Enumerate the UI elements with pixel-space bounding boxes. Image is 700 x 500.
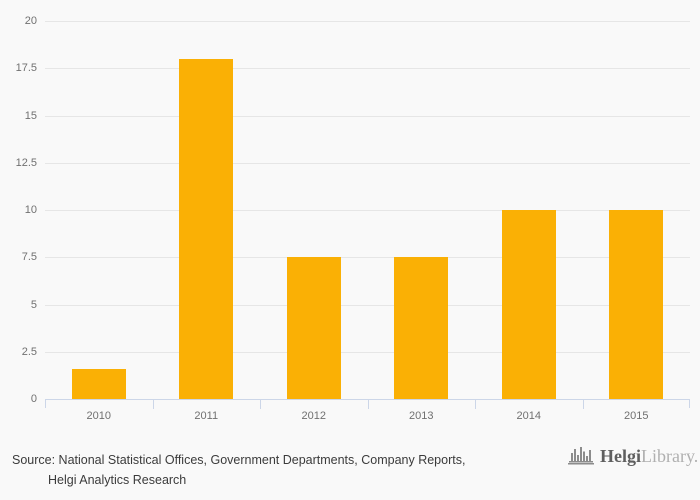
source-line-2: Helgi Analytics Research	[48, 473, 187, 487]
gridline	[45, 257, 690, 259]
x-axis-end-cap	[689, 399, 690, 408]
y-axis-tick-label: 5	[30, 298, 37, 311]
bar[interactable]	[609, 210, 664, 399]
logo-wordmark: HelgiLibrary.	[600, 446, 698, 466]
y-axis-tick-label: 12.5	[15, 156, 37, 169]
bar[interactable]	[71, 368, 126, 399]
x-axis-tick	[260, 400, 261, 409]
y-axis-tick-label: 10	[24, 204, 37, 216]
x-axis-line	[45, 399, 690, 400]
y-axis-tick-label: 0	[30, 393, 37, 405]
source-line-1: Source: National Statistical Offices, Go…	[12, 453, 466, 467]
bar[interactable]	[179, 58, 234, 399]
chart-footer: Source: National Statistical Offices, Go…	[0, 440, 700, 500]
gridline	[45, 115, 690, 117]
gridline	[45, 68, 690, 70]
y-axis-tick-label: 15	[24, 109, 37, 122]
x-axis-tick	[367, 400, 369, 409]
y-axis-tick-label: 7.5	[21, 251, 37, 264]
gridline	[45, 304, 690, 306]
x-axis-tick-label: 2012	[301, 410, 326, 422]
x-axis-tick	[582, 400, 584, 409]
source-note: Source: National Statistical Offices, Go…	[12, 450, 552, 490]
gridline	[45, 351, 690, 353]
gridline	[45, 21, 690, 22]
y-axis-tick-label: 20	[24, 15, 37, 27]
gridline	[45, 210, 690, 211]
x-axis-tick-label: 2010	[86, 410, 111, 422]
helgi-library-logo[interactable]: HelgiLibrary.	[568, 446, 698, 466]
logo-brand-primary: Helgi	[600, 446, 641, 466]
x-axis-tick-label: 2011	[194, 410, 219, 422]
x-axis-tick-label: 2014	[516, 410, 541, 422]
bar[interactable]	[394, 257, 449, 399]
bar[interactable]	[286, 257, 341, 399]
y-axis-tick-label: 17.5	[15, 62, 37, 75]
gridline	[45, 162, 690, 164]
x-axis-tick	[475, 400, 476, 409]
x-axis-tick	[152, 400, 154, 409]
bar-chart-building-icon	[568, 447, 594, 465]
plot-area	[45, 21, 690, 399]
x-axis-tick-label: 2015	[624, 410, 649, 422]
logo-brand-secondary: Library.	[641, 446, 699, 466]
bar[interactable]	[501, 210, 556, 399]
x-axis-tick-label: 2013	[409, 410, 434, 422]
x-axis-start-cap	[45, 399, 46, 408]
y-axis-tick-label: 2.5	[21, 345, 37, 358]
